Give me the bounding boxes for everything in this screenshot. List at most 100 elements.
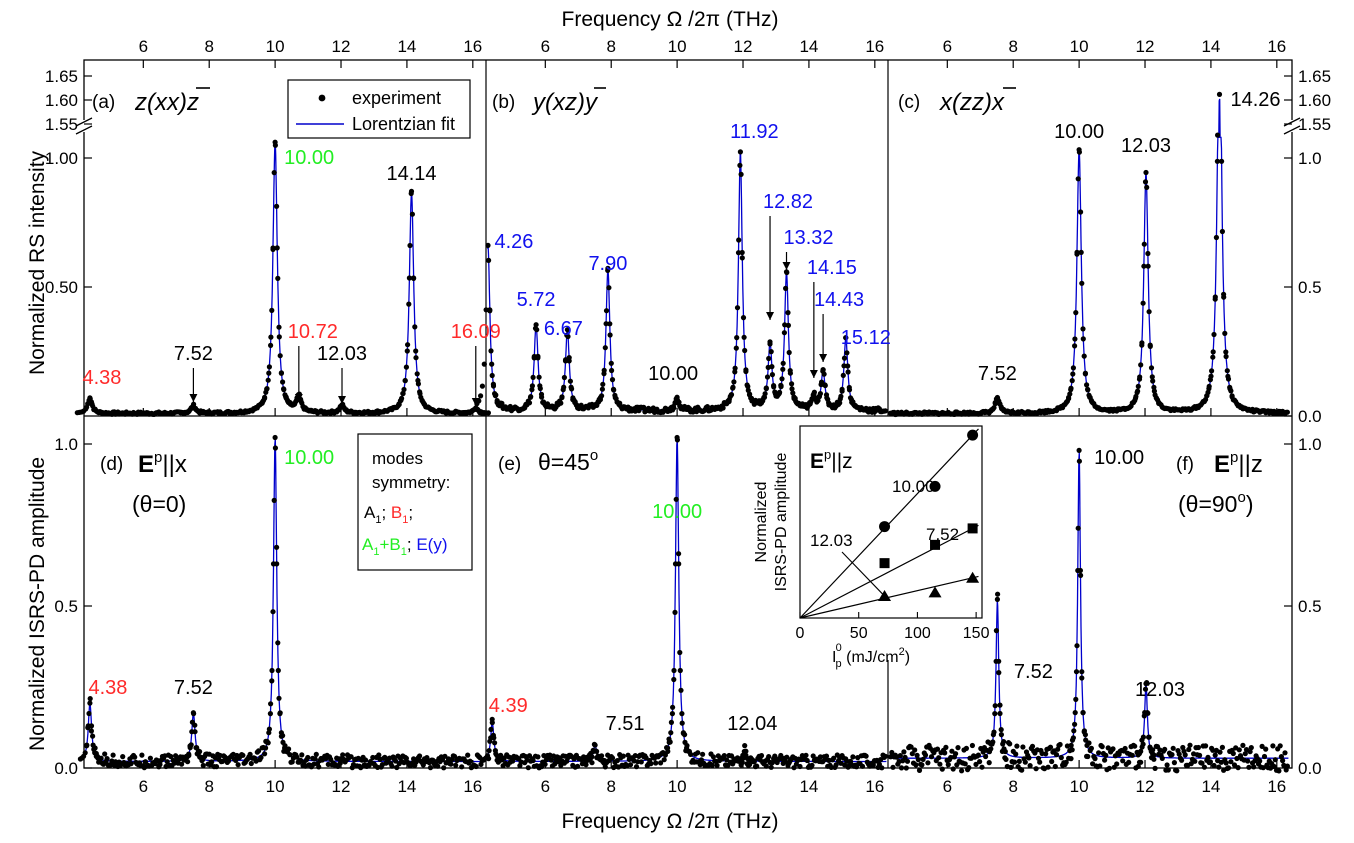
data-point bbox=[738, 171, 744, 177]
data-point bbox=[486, 748, 492, 754]
x-tick-label-top: 12 bbox=[332, 37, 351, 56]
data-point bbox=[769, 372, 776, 378]
x-tick-label-top: 12 bbox=[734, 37, 753, 56]
data-point bbox=[389, 763, 395, 769]
data-point bbox=[761, 394, 768, 400]
peak-arrow-head bbox=[819, 354, 828, 362]
data-point bbox=[769, 364, 775, 370]
data-point bbox=[405, 342, 411, 348]
data-point bbox=[299, 752, 305, 758]
data-point bbox=[601, 367, 607, 373]
inset-chart: Ep||z Normalized ISRS-PD amplitude Ip0 (… bbox=[753, 425, 990, 670]
symmetry-title-2: symmetry: bbox=[372, 473, 450, 492]
data-point bbox=[1201, 764, 1207, 770]
data-point bbox=[486, 257, 492, 263]
x-tick-label-bottom: 6 bbox=[541, 777, 550, 796]
data-point bbox=[1147, 744, 1153, 750]
data-point bbox=[674, 394, 680, 400]
data-point bbox=[567, 378, 574, 384]
data-point bbox=[268, 342, 274, 348]
data-point bbox=[1047, 744, 1054, 750]
peak-label-b: 14.43 bbox=[814, 289, 864, 311]
data-point bbox=[492, 740, 498, 746]
data-point bbox=[266, 364, 272, 370]
data-point bbox=[548, 757, 554, 763]
data-point bbox=[688, 751, 694, 758]
data-point bbox=[1055, 746, 1061, 752]
experiment-points bbox=[74, 91, 1290, 774]
peak-label-b: 4.26 bbox=[495, 231, 534, 253]
inset-content: 0 50 100 150 10.00 7.52 12.03 bbox=[796, 428, 990, 642]
data-point bbox=[609, 755, 616, 761]
plot-frame bbox=[83, 59, 1293, 769]
x-tick-label-bottom: 16 bbox=[463, 777, 482, 796]
data-point bbox=[768, 764, 774, 770]
data-point bbox=[1171, 760, 1177, 766]
data-point bbox=[1120, 758, 1126, 764]
data-point bbox=[1069, 737, 1076, 743]
symmetry-legend: modes symmetry: A1; B1; A1+B1; E(y) bbox=[357, 433, 473, 571]
data-point bbox=[673, 496, 679, 502]
inset-point-square bbox=[930, 539, 941, 550]
data-point bbox=[1029, 743, 1036, 749]
data-point bbox=[807, 401, 813, 407]
data-point bbox=[990, 406, 996, 412]
data-point bbox=[975, 752, 982, 758]
data-point bbox=[110, 752, 116, 758]
data-point bbox=[1080, 710, 1086, 716]
data-point bbox=[783, 269, 790, 275]
data-point bbox=[779, 376, 785, 382]
data-point bbox=[606, 285, 612, 291]
data-point bbox=[828, 764, 834, 771]
data-point bbox=[986, 760, 992, 766]
data-point bbox=[1251, 764, 1257, 770]
data-point bbox=[848, 396, 855, 403]
data-point bbox=[1211, 762, 1217, 769]
data-point bbox=[844, 350, 850, 356]
data-point bbox=[781, 330, 788, 336]
data-point bbox=[737, 149, 744, 155]
data-point bbox=[248, 760, 254, 767]
x-tick-label-top: 16 bbox=[865, 37, 884, 56]
data-point bbox=[1225, 765, 1232, 771]
data-point bbox=[404, 348, 410, 354]
data-point bbox=[850, 754, 856, 760]
data-point bbox=[822, 382, 828, 388]
y-tick-label-right-bottom: 0.5 bbox=[1298, 597, 1322, 616]
inset-ylabel-2: ISRS-PD amplitude bbox=[773, 453, 790, 592]
data-point bbox=[1205, 754, 1211, 761]
data-point bbox=[882, 408, 889, 414]
data-point bbox=[1214, 158, 1220, 164]
data-point bbox=[266, 370, 272, 376]
data-point bbox=[1078, 249, 1084, 255]
data-point bbox=[1144, 710, 1150, 716]
data-point bbox=[1141, 241, 1147, 247]
x-tick-label-top: 14 bbox=[799, 37, 818, 56]
data-point bbox=[983, 753, 989, 760]
data-point bbox=[289, 759, 295, 765]
data-point bbox=[763, 763, 769, 769]
data-point bbox=[490, 383, 497, 389]
data-point bbox=[492, 393, 498, 399]
data-point bbox=[1164, 762, 1170, 768]
data-point bbox=[1260, 765, 1266, 771]
peak-arrow-head bbox=[189, 394, 198, 402]
axis-break-gap-left bbox=[76, 120, 92, 132]
data-point bbox=[1212, 752, 1218, 758]
data-point bbox=[995, 591, 1001, 597]
data-point bbox=[157, 761, 163, 768]
data-point bbox=[1135, 383, 1141, 389]
data-point bbox=[1282, 750, 1288, 756]
data-point bbox=[735, 250, 742, 256]
data-point bbox=[262, 751, 268, 757]
data-point bbox=[274, 544, 280, 550]
inset-fit-line bbox=[799, 524, 979, 619]
peak-label-c: 12.03 bbox=[1121, 135, 1171, 157]
data-point bbox=[747, 391, 753, 397]
data-point bbox=[672, 399, 678, 405]
data-point bbox=[575, 763, 581, 769]
peak-label-a: 7.52 bbox=[174, 343, 213, 365]
data-point bbox=[607, 321, 613, 327]
data-point bbox=[607, 332, 613, 338]
